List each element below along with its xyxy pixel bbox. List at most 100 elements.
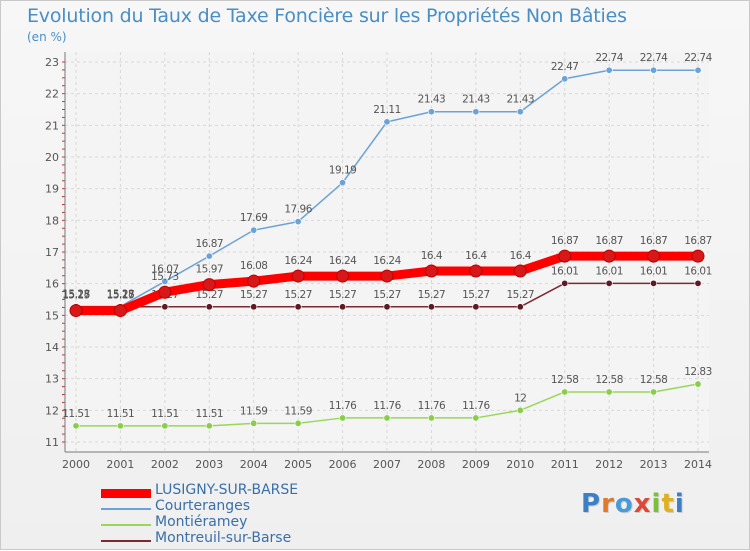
data-point	[427, 414, 435, 422]
data-point	[250, 303, 258, 311]
data-point	[650, 66, 658, 74]
data-point	[158, 285, 172, 299]
data-label: 15.15	[62, 290, 90, 302]
data-label: 12.58	[551, 374, 579, 386]
data-point	[427, 108, 435, 116]
data-label: 15.27	[240, 289, 268, 301]
x-tick-label: 2011	[551, 458, 579, 471]
data-label: 16.01	[640, 265, 668, 277]
legend-label: Courteranges	[155, 498, 251, 514]
data-point	[380, 269, 394, 283]
y-tick-label: 22	[45, 88, 59, 101]
data-label: 12	[514, 392, 526, 404]
data-point	[650, 279, 658, 287]
x-tick-label: 2013	[640, 458, 668, 471]
data-point	[516, 303, 524, 311]
data-point	[383, 118, 391, 126]
y-tick-label: 15	[45, 309, 59, 322]
data-point	[336, 269, 350, 283]
data-point	[469, 264, 483, 278]
data-point	[69, 304, 83, 318]
data-point	[602, 249, 616, 263]
data-label: 17.96	[284, 204, 312, 216]
data-label: 16.4	[421, 250, 443, 262]
data-point	[424, 264, 438, 278]
legend-swatch	[101, 540, 151, 542]
data-label: 16.4	[510, 250, 532, 262]
data-point	[472, 303, 480, 311]
data-label: 11.51	[151, 408, 179, 420]
data-point	[161, 277, 169, 285]
data-label: 16.87	[551, 235, 579, 247]
data-label: 12.83	[684, 366, 712, 378]
y-tick-label: 20	[45, 151, 59, 164]
y-tick-label: 13	[45, 373, 59, 386]
data-label: 22.74	[595, 52, 623, 64]
data-label: 11.76	[373, 400, 401, 412]
data-label: 11.76	[329, 400, 357, 412]
data-label: 16.07	[151, 263, 179, 275]
x-tick-label: 2001	[106, 458, 134, 471]
data-label: 15.27	[107, 289, 135, 301]
data-point	[694, 279, 702, 287]
data-point	[561, 75, 569, 83]
data-label: 11.76	[418, 400, 446, 412]
data-point	[72, 422, 80, 430]
data-point	[250, 419, 258, 427]
data-point	[472, 108, 480, 116]
data-label: 21.11	[373, 104, 401, 116]
legend-swatch	[101, 524, 151, 526]
data-point	[339, 414, 347, 422]
x-tick-label: 2009	[462, 458, 490, 471]
data-label: 15.27	[196, 289, 224, 301]
x-tick-label: 2005	[284, 458, 312, 471]
data-point	[113, 304, 127, 318]
data-label: 11.51	[62, 408, 90, 420]
data-point	[339, 179, 347, 187]
data-point	[691, 249, 705, 263]
data-label: 16.24	[329, 255, 357, 267]
data-label: 22.74	[684, 52, 712, 64]
data-label: 11.59	[284, 405, 312, 417]
y-tick-label: 19	[45, 183, 59, 196]
data-point	[202, 278, 216, 292]
data-point	[605, 66, 613, 74]
x-tick-label: 2006	[329, 458, 357, 471]
y-tick-label: 17	[45, 246, 59, 259]
data-label: 15.28	[107, 288, 135, 300]
data-point	[650, 388, 658, 396]
logo-letter: o	[614, 489, 634, 519]
logo-letter: x	[633, 489, 652, 519]
data-label: 16.01	[684, 265, 712, 277]
data-label: 15.27	[462, 289, 490, 301]
chart-subtitle: (en %)	[27, 30, 67, 44]
x-tick-label: 2010	[506, 458, 534, 471]
data-label: 16.24	[373, 255, 401, 267]
data-label: 11.51	[107, 408, 135, 420]
data-point	[294, 218, 302, 226]
data-point	[116, 422, 124, 430]
data-point	[383, 303, 391, 311]
legend-label: LUSIGNY-SUR-BARSE	[155, 482, 299, 498]
data-label: 15.27	[373, 289, 401, 301]
x-tick-label: 2007	[373, 458, 401, 471]
logo-letter: P	[581, 489, 602, 519]
data-label: 15.27	[62, 289, 90, 301]
data-point	[472, 414, 480, 422]
data-point	[561, 279, 569, 287]
data-label: 22.74	[640, 52, 668, 64]
data-label: 16.01	[551, 265, 579, 277]
data-point	[513, 264, 527, 278]
data-label: 16.87	[640, 235, 668, 247]
x-tick-label: 2012	[595, 458, 623, 471]
y-tick-label: 14	[45, 341, 59, 354]
data-point	[161, 422, 169, 430]
data-label: 15.27	[329, 289, 357, 301]
data-point	[339, 303, 347, 311]
data-label: 17.69	[240, 212, 268, 224]
data-point	[558, 249, 572, 263]
y-tick-label: 16	[45, 278, 59, 291]
data-point	[383, 414, 391, 422]
